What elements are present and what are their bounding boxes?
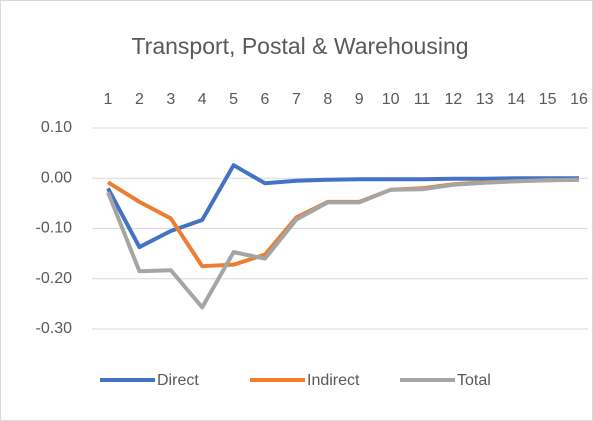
x-tick-label: 8 bbox=[323, 91, 332, 108]
series-line bbox=[106, 177, 580, 310]
x-tick-label: 9 bbox=[355, 91, 364, 108]
y-tick-label: -0.20 bbox=[36, 270, 73, 287]
x-tick-label: 1 bbox=[104, 91, 113, 108]
x-tick-label: 10 bbox=[382, 91, 400, 108]
x-tick-label: 12 bbox=[445, 91, 463, 108]
x-tick-label: 15 bbox=[539, 91, 557, 108]
y-tick-label: 0.10 bbox=[41, 119, 72, 136]
chart-title: Transport, Postal & Warehousing bbox=[131, 33, 468, 59]
legend-label: Direct bbox=[157, 372, 199, 389]
y-tick-label: 0.00 bbox=[41, 169, 72, 186]
x-tick-label: 4 bbox=[198, 91, 207, 108]
y-tick-label: -0.30 bbox=[36, 320, 73, 337]
x-tick-label: 14 bbox=[507, 91, 525, 108]
legend-label: Total bbox=[457, 372, 491, 389]
x-tick-label: 16 bbox=[570, 91, 588, 108]
x-tick-label: 13 bbox=[476, 91, 494, 108]
x-tick-label: 2 bbox=[135, 91, 144, 108]
x-tick-label: 7 bbox=[292, 91, 301, 108]
series-line bbox=[106, 163, 579, 250]
y-tick-label: -0.10 bbox=[36, 220, 73, 237]
legend-label: Indirect bbox=[307, 372, 360, 389]
x-tick-label: 11 bbox=[414, 91, 431, 108]
x-tick-label: 3 bbox=[166, 91, 175, 108]
x-tick-label: 6 bbox=[261, 91, 270, 108]
x-tick-label: 5 bbox=[229, 91, 238, 108]
